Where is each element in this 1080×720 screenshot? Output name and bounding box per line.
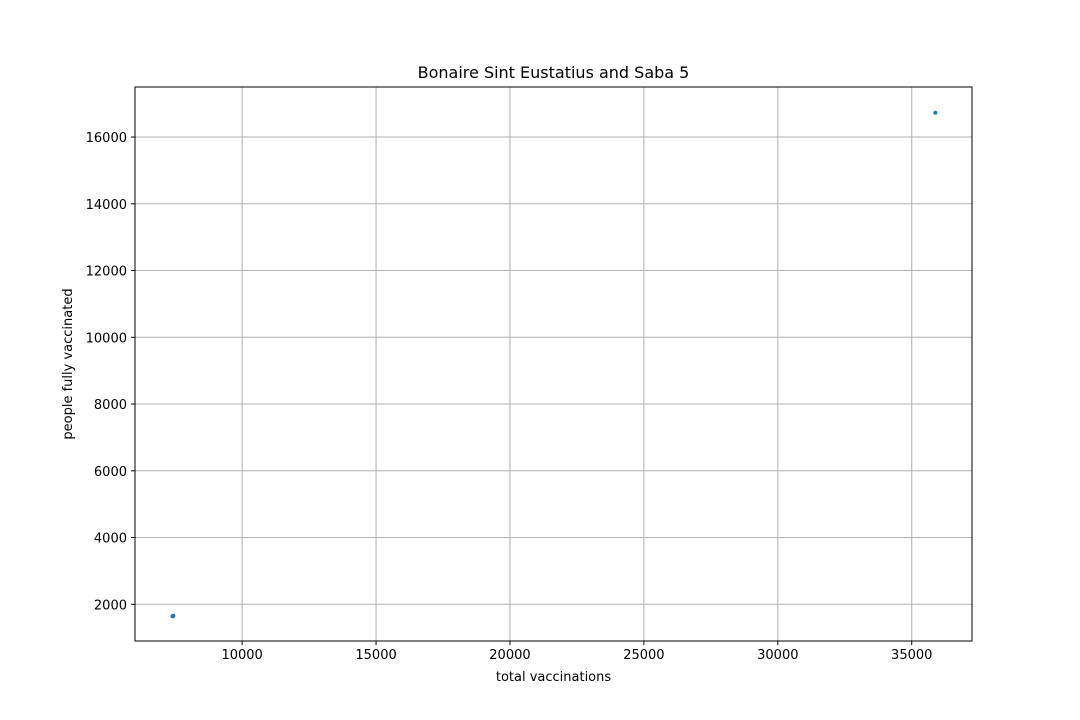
x-tick-label: 15000 [355, 648, 396, 663]
x-axis-label: total vaccinations [496, 670, 612, 685]
y-tick-label: 6000 [94, 465, 127, 480]
y-tick-label: 14000 [86, 198, 127, 213]
y-tick-label: 8000 [94, 398, 127, 413]
chart-title: Bonaire Sint Eustatius and Saba 5 [418, 63, 690, 82]
data-point [171, 613, 176, 618]
data-point [933, 110, 938, 115]
x-tick-label: 30000 [757, 648, 798, 663]
y-tick-label: 16000 [86, 131, 127, 146]
y-tick-label: 2000 [94, 598, 127, 613]
y-tick-label: 12000 [86, 265, 127, 280]
x-tick-label: 25000 [623, 648, 664, 663]
grid [135, 87, 972, 641]
axis-ticks: 10000 15000 20000 25000 30000 35000 2000 4000 60… [86, 131, 933, 663]
x-tick-label: 10000 [221, 648, 262, 663]
y-tick-label: 10000 [86, 331, 127, 346]
x-tick-label: 20000 [489, 648, 530, 663]
plot-area-frame [134, 86, 973, 642]
y-axis-label: people fully vaccinated [61, 288, 76, 439]
x-tick-label: 35000 [891, 648, 932, 663]
y-tick-label: 4000 [94, 532, 127, 547]
data-points [170, 110, 938, 619]
